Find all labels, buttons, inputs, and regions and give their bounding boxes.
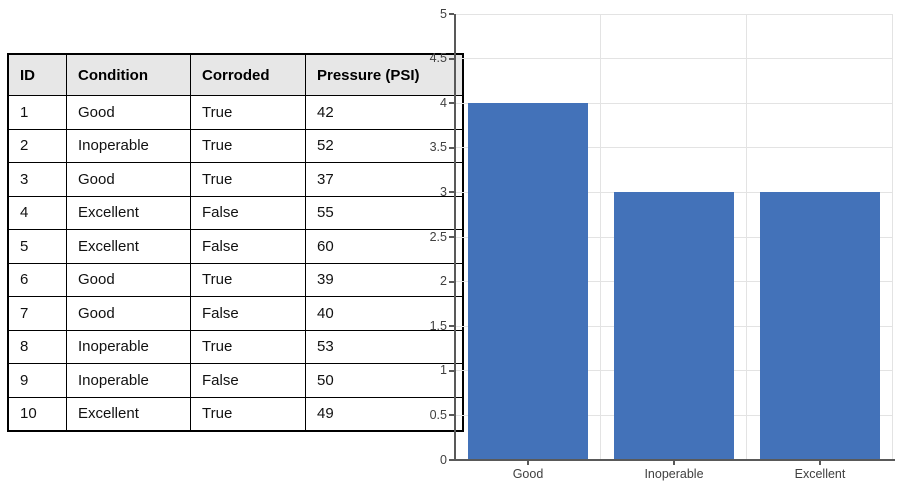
table-body: 1 Good True 42 2 Inoperable True 52 3 Good True 37 4…: [7, 95, 464, 432]
column-header-id: ID: [7, 53, 67, 96]
table-cell-condition: Good: [66, 262, 191, 297]
table-row: 5 Excellent False 60: [7, 229, 464, 264]
h-gridline: [455, 281, 893, 283]
v-gridline: [600, 14, 601, 460]
table-cell-id: 8: [7, 329, 67, 364]
y-axis-tick: [449, 13, 454, 15]
table-row: 10 Excellent True 49: [7, 396, 464, 432]
table-row: 4 Excellent False 55: [7, 195, 464, 230]
x-axis-label-inoperable: Inoperable: [644, 467, 704, 481]
table-row: 8 Inoperable True 53: [7, 329, 464, 364]
x-axis-tick: [673, 460, 675, 465]
table-cell-corroded: True: [190, 262, 306, 297]
h-gridline: [455, 58, 893, 60]
table-cell-pressure-psi: 37: [305, 162, 464, 197]
x-axis-tick: [819, 460, 821, 465]
h-gridline: [455, 191, 893, 193]
table-cell-condition: Inoperable: [66, 128, 191, 163]
table-cell-corroded: True: [190, 396, 306, 432]
bar-good: [468, 103, 588, 460]
table-row: 2 Inoperable True 52: [7, 128, 464, 163]
table-cell-id: 9: [7, 363, 67, 398]
table-cell-pressure-psi: 40: [305, 296, 464, 331]
table-cell-condition: Good: [66, 162, 191, 197]
x-axis-tick: [527, 460, 529, 465]
bar-inoperable: [614, 192, 734, 460]
table-cell-pressure-psi: 60: [305, 229, 464, 264]
table-cell-corroded: False: [190, 296, 306, 331]
table-cell-pressure-psi: 52: [305, 128, 464, 163]
table-cell-corroded: True: [190, 95, 306, 130]
table-cell-condition: Good: [66, 296, 191, 331]
table-cell-condition: Inoperable: [66, 329, 191, 364]
table-cell-id: 5: [7, 229, 67, 264]
table-cell-condition: Excellent: [66, 195, 191, 230]
table-header-row: ID Condition Corroded Pressure (PSI): [7, 53, 464, 96]
pipe-data-table: ID Condition Corroded Pressure (PSI) 1 Good T…: [7, 53, 464, 432]
x-axis-line: [451, 459, 895, 461]
h-gridline: [455, 147, 893, 149]
table-cell-pressure-psi: 50: [305, 363, 464, 398]
bar-excellent: [760, 192, 880, 460]
table-cell-id: 6: [7, 262, 67, 297]
column-header-pressure-psi: Pressure (PSI): [305, 53, 464, 96]
table-cell-id: 2: [7, 128, 67, 163]
table-cell-corroded: False: [190, 229, 306, 264]
y-axis-label: 5: [440, 6, 447, 21]
table-cell-condition: Inoperable: [66, 363, 191, 398]
x-axis-label-good: Good: [512, 467, 544, 481]
table-cell-pressure-psi: 55: [305, 195, 464, 230]
table-cell-pressure-psi: 53: [305, 329, 464, 364]
h-gridline: [455, 236, 893, 238]
column-header-condition: Condition: [66, 53, 191, 96]
table-cell-pressure-psi: 42: [305, 95, 464, 130]
table-cell-id: 4: [7, 195, 67, 230]
table-cell-condition: Excellent: [66, 229, 191, 264]
table-cell-corroded: True: [190, 128, 306, 163]
table-cell-condition: Good: [66, 95, 191, 130]
y-axis-tick: [449, 459, 454, 461]
table-cell-id: 3: [7, 162, 67, 197]
table-cell-corroded: True: [190, 162, 306, 197]
v-gridline: [746, 14, 747, 460]
table-cell-pressure-psi: 39: [305, 262, 464, 297]
table-row: 3 Good True 37: [7, 162, 464, 197]
v-gridline: [892, 14, 893, 460]
table-row: 9 Inoperable False 50: [7, 363, 464, 398]
table-row: 6 Good True 39: [7, 262, 464, 297]
table-row: 7 Good False 40: [7, 296, 464, 331]
h-gridline: [455, 13, 893, 15]
table-cell-id: 7: [7, 296, 67, 331]
table-cell-pressure-psi: 49: [305, 396, 464, 432]
h-gridline: [455, 325, 893, 327]
column-header-corroded: Corroded: [190, 53, 306, 96]
h-gridline: [455, 370, 893, 372]
table-cell-condition: Excellent: [66, 396, 191, 432]
x-axis-label-excellent: Excellent: [794, 467, 846, 481]
table-cell-id: 1: [7, 95, 67, 130]
table-cell-corroded: False: [190, 363, 306, 398]
table-cell-corroded: False: [190, 195, 306, 230]
table-cell-corroded: True: [190, 329, 306, 364]
h-gridline: [455, 102, 893, 104]
table-header: ID Condition Corroded Pressure (PSI): [7, 53, 464, 96]
y-axis-label: 0: [440, 452, 447, 467]
table-row: 1 Good True 42: [7, 95, 464, 130]
table-cell-id: 10: [7, 396, 67, 432]
h-gridline: [455, 414, 893, 416]
